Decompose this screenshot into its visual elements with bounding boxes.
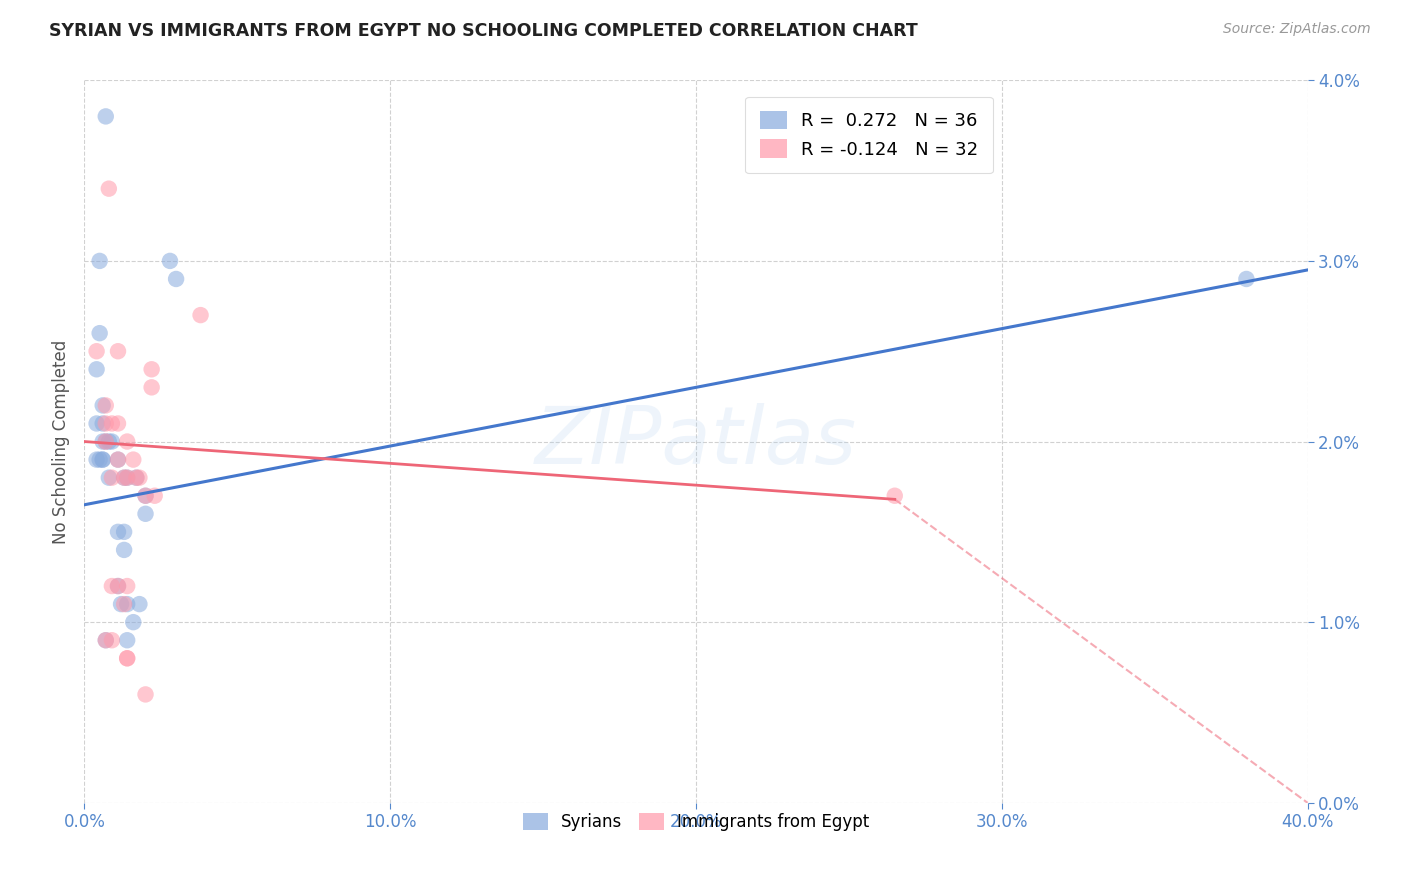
Point (89, 326, 111, 340)
Point (125, 471, 148, 485)
Point (107, 579, 129, 593)
Point (115, 651, 138, 665)
Point (94, 109, 117, 123)
Point (91, 398, 114, 412)
Point (94, 434, 117, 449)
Point (89, 253, 111, 268)
Point (115, 651, 138, 665)
Point (107, 344, 129, 359)
Point (115, 579, 138, 593)
Point (94, 434, 117, 449)
Point (107, 452, 129, 467)
Point (107, 579, 129, 593)
Point (94, 417, 117, 431)
Point (91, 417, 114, 431)
Text: SYRIAN VS IMMIGRANTS FROM EGYPT NO SCHOOLING COMPLETED CORRELATION CHART: SYRIAN VS IMMIGRANTS FROM EGYPT NO SCHOO… (49, 22, 918, 40)
Point (135, 507, 157, 521)
Point (91, 434, 114, 449)
Point (122, 615, 145, 630)
Point (97, 181, 120, 195)
Point (143, 489, 166, 503)
Y-axis label: No Schooling Completed: No Schooling Completed (52, 340, 70, 543)
Text: Source: ZipAtlas.com: Source: ZipAtlas.com (1223, 22, 1371, 37)
Point (883, 489, 905, 503)
Point (86, 344, 108, 359)
Point (141, 380, 163, 394)
Point (112, 471, 135, 485)
Point (141, 362, 163, 376)
Point (101, 417, 124, 431)
Point (101, 434, 124, 449)
Point (135, 489, 157, 503)
Point (1236, 272, 1258, 286)
Point (97, 434, 120, 449)
Point (94, 633, 117, 648)
Point (89, 452, 111, 467)
Point (86, 362, 108, 376)
Point (115, 633, 138, 648)
Point (112, 542, 135, 557)
Point (115, 471, 138, 485)
Point (135, 489, 157, 503)
Point (115, 471, 138, 485)
Point (86, 417, 108, 431)
Point (101, 633, 124, 648)
Point (97, 471, 120, 485)
Text: ZIPatlas: ZIPatlas (534, 402, 858, 481)
Point (91, 452, 114, 467)
Point (94, 398, 117, 412)
Point (107, 524, 129, 539)
Point (86, 452, 108, 467)
Point (94, 633, 117, 648)
Point (128, 471, 150, 485)
Point (107, 452, 129, 467)
Point (165, 272, 187, 286)
Point (115, 434, 138, 449)
Point (101, 471, 124, 485)
Point (101, 579, 124, 593)
Point (112, 471, 135, 485)
Point (190, 308, 212, 322)
Point (110, 597, 132, 611)
Point (112, 597, 135, 611)
Point (112, 524, 135, 539)
Point (128, 597, 150, 611)
Point (107, 417, 129, 431)
Legend: Syrians, Immigrants from Egypt: Syrians, Immigrants from Egypt (516, 806, 876, 838)
Point (122, 452, 145, 467)
Point (159, 253, 181, 268)
Point (135, 687, 157, 701)
Point (91, 452, 114, 467)
Point (125, 471, 148, 485)
Point (115, 597, 138, 611)
